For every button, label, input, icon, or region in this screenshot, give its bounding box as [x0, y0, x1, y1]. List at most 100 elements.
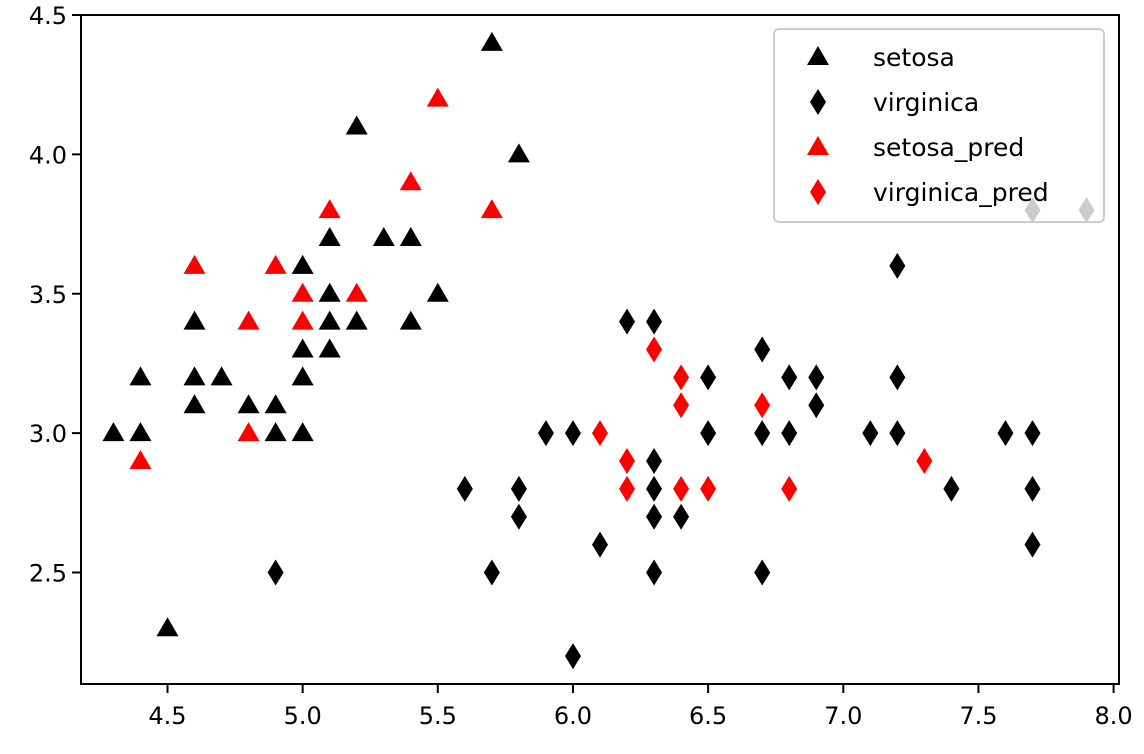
point-setosa_pred-3 [237, 310, 260, 330]
point-setosa-3 [156, 617, 179, 637]
y-tick-label-2: 3.5 [29, 281, 67, 309]
point-virginica-22 [781, 364, 798, 391]
point-setosa_pred-1 [183, 254, 206, 274]
point-setosa_pred-8 [345, 282, 368, 302]
point-virginica-9 [619, 308, 636, 335]
point-virginica-1 [456, 475, 473, 502]
y-tick-label-0: 2.5 [29, 560, 67, 588]
point-virginica-0 [267, 559, 284, 586]
point-virginica-28 [889, 252, 906, 279]
point-setosa-7 [210, 366, 233, 386]
point-setosa-15 [318, 338, 341, 358]
point-setosa-1 [129, 422, 152, 442]
point-virginica-11 [646, 503, 663, 530]
point-virginica_pred-8 [754, 392, 771, 419]
point-virginica-20 [754, 336, 771, 363]
point-virginica_pred-9 [781, 475, 798, 502]
point-virginica-19 [754, 420, 771, 447]
point-setosa-17 [318, 282, 341, 302]
point-setosa_pred-9 [399, 171, 422, 191]
point-virginica-31 [1024, 531, 1041, 558]
point-setosa-19 [345, 310, 368, 330]
point-virginica-14 [646, 308, 663, 335]
point-virginica-12 [646, 475, 663, 502]
point-virginica_pred-7 [700, 475, 717, 502]
point-setosa_pred-7 [318, 199, 341, 219]
x-tick-label-6: 7.5 [959, 702, 997, 730]
legend-box [773, 28, 1105, 223]
point-virginica-6 [564, 643, 581, 670]
point-virginica-3 [510, 503, 527, 530]
axes-layer: 4.5 5.0 5.5 6.0 6.5 7.0 7.5 8.0 2.5 3.0 3.5 4.0 4.5 [29, 2, 1133, 730]
point-setosa-12 [291, 366, 314, 386]
point-setosa-25 [480, 31, 503, 51]
point-virginica_pred-10 [916, 448, 933, 474]
legend-label-virginica: virginica [873, 88, 979, 117]
x-tick-label-4: 6.5 [689, 702, 727, 730]
point-virginica_pred-0 [592, 420, 608, 447]
point-virginica_pred-5 [673, 392, 690, 419]
point-setosa-22 [399, 310, 422, 330]
point-virginica_pred-3 [646, 336, 663, 363]
points-layer [102, 31, 1095, 670]
point-setosa-2 [129, 366, 152, 386]
x-tick-label-3: 6.0 [554, 702, 592, 730]
point-virginica-13 [646, 448, 663, 474]
point-setosa_pred-4 [264, 254, 287, 274]
point-virginica-21 [781, 420, 798, 447]
point-virginica-5 [537, 420, 554, 447]
point-setosa-21 [372, 227, 395, 246]
point-setosa-8 [237, 394, 260, 414]
point-virginica-17 [700, 364, 717, 391]
point-setosa-9 [264, 422, 287, 442]
point-setosa-26 [507, 143, 530, 163]
point-virginica-7 [564, 420, 581, 447]
point-virginica_pred-2 [619, 448, 636, 474]
point-setosa-5 [183, 366, 206, 386]
point-virginica-15 [673, 503, 690, 530]
point-setosa-16 [318, 310, 341, 330]
point-setosa-24 [426, 282, 449, 302]
point-virginica-29 [943, 475, 960, 502]
point-virginica_pred-6 [673, 364, 690, 391]
point-setosa-0 [102, 422, 125, 442]
x-tick-label-1: 5.0 [284, 702, 322, 730]
point-virginica-30 [997, 420, 1014, 447]
plot-frame [80, 14, 1120, 685]
point-setosa-23 [399, 227, 422, 246]
point-virginica_pred-1 [619, 475, 636, 502]
point-setosa_pred-0 [129, 450, 152, 469]
point-setosa-10 [264, 394, 287, 414]
point-setosa_pred-6 [291, 282, 314, 302]
point-virginica-2 [483, 559, 500, 586]
point-virginica-4 [510, 475, 527, 502]
legend-marker-virginica [810, 89, 826, 115]
legend: setosa virginica setosa_pred virginica_pred [773, 28, 1105, 223]
point-virginica_pred-4 [673, 475, 690, 502]
point-setosa_pred-2 [237, 422, 260, 442]
point-virginica-32 [1024, 475, 1041, 502]
legend-label-setosa_pred: setosa_pred [873, 133, 1024, 162]
point-virginica-25 [862, 420, 879, 447]
y-tick-label-1: 3.0 [29, 420, 67, 448]
point-setosa-18 [318, 227, 341, 246]
point-setosa_pred-11 [480, 199, 503, 219]
point-virginica-24 [808, 364, 825, 391]
point-virginica-27 [889, 364, 906, 391]
point-setosa-14 [291, 254, 314, 274]
point-setosa_pred-10 [426, 87, 449, 107]
point-setosa-11 [291, 422, 314, 442]
point-virginica-10 [646, 559, 663, 586]
x-tick-label-0: 4.5 [148, 702, 186, 730]
x-tick-label-2: 5.5 [419, 702, 457, 730]
point-setosa-6 [183, 310, 206, 330]
point-virginica-8 [592, 531, 608, 558]
x-tick-label-7: 8.0 [1095, 702, 1133, 730]
point-setosa-13 [291, 338, 314, 358]
point-setosa_pred-5 [291, 310, 314, 330]
legend-marker-setosa_pred [807, 136, 829, 155]
y-tick-label-3: 4.0 [29, 141, 67, 169]
point-virginica-23 [808, 392, 825, 419]
y-tick-label-4: 4.5 [29, 2, 67, 30]
